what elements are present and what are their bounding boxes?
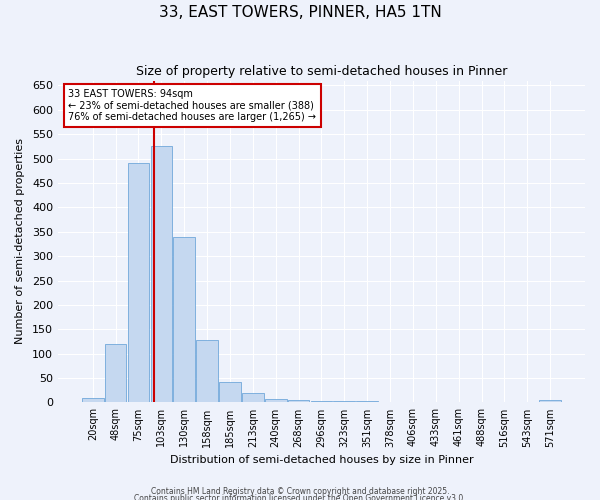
Text: 33 EAST TOWERS: 94sqm
← 23% of semi-detached houses are smaller (388)
76% of sem: 33 EAST TOWERS: 94sqm ← 23% of semi-deta… [68,88,316,122]
Y-axis label: Number of semi-detached properties: Number of semi-detached properties [15,138,25,344]
X-axis label: Distribution of semi-detached houses by size in Pinner: Distribution of semi-detached houses by … [170,455,473,465]
Bar [151,146,172,402]
Bar [265,398,287,402]
Text: Contains public sector information licensed under the Open Government Licence v3: Contains public sector information licen… [134,494,466,500]
Bar [196,340,218,402]
Bar [82,398,104,402]
Bar [105,344,127,403]
Text: Contains HM Land Registry data © Crown copyright and database right 2025.: Contains HM Land Registry data © Crown c… [151,487,449,496]
Bar [128,164,149,402]
Bar [288,400,310,402]
Bar [173,236,195,402]
Text: 33, EAST TOWERS, PINNER, HA5 1TN: 33, EAST TOWERS, PINNER, HA5 1TN [158,5,442,20]
Bar [311,401,332,402]
Bar [219,382,241,402]
Bar [539,400,561,402]
Title: Size of property relative to semi-detached houses in Pinner: Size of property relative to semi-detach… [136,65,507,78]
Bar [242,392,264,402]
